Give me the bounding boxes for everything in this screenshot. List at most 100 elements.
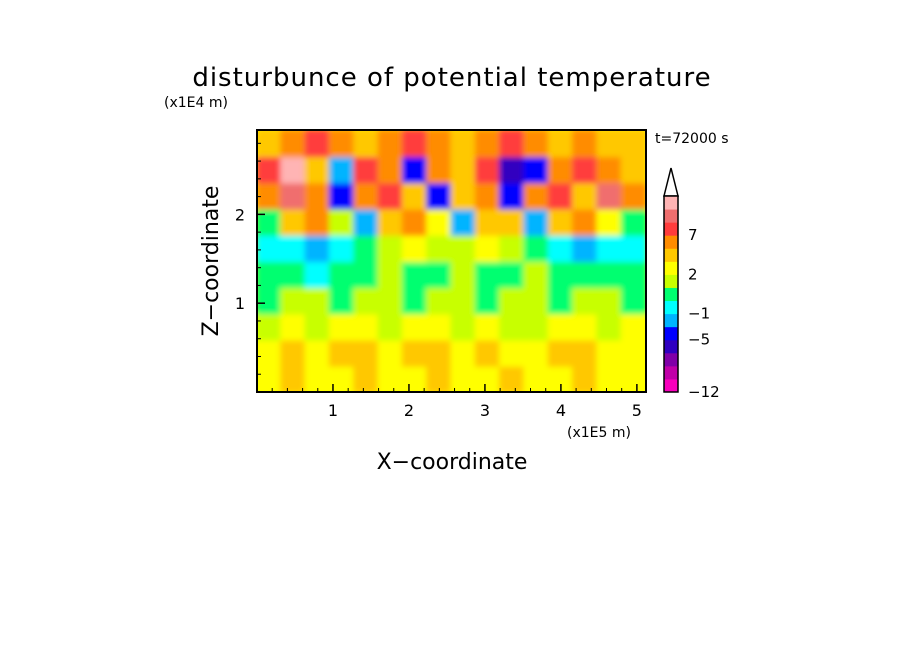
heatmap-cell bbox=[280, 233, 307, 262]
heatmap-cell bbox=[426, 155, 453, 184]
heatmap-cell bbox=[426, 364, 453, 392]
x-axis: 1 2 3 4 5 bbox=[271, 384, 642, 420]
heatmap-cell bbox=[474, 338, 502, 367]
colorbar-label: −1 bbox=[688, 305, 710, 323]
heatmap-cell bbox=[304, 312, 331, 341]
y-scale-label: (x1E4 m) bbox=[164, 95, 228, 111]
heatmap-cell bbox=[280, 260, 307, 289]
colorbar-segment bbox=[664, 313, 678, 328]
colorbar-segment bbox=[664, 222, 678, 236]
heatmap-cell bbox=[401, 338, 429, 367]
heatmap-cell bbox=[328, 338, 356, 367]
y-axis-label: Z−coordinate bbox=[199, 186, 224, 337]
heatmap-cell bbox=[499, 130, 526, 158]
heatmap-cell bbox=[523, 338, 550, 367]
colorbar-segment bbox=[664, 378, 678, 393]
colorbar-segment bbox=[664, 300, 678, 315]
heatmap-cell bbox=[257, 207, 283, 236]
heatmap-cell bbox=[328, 207, 356, 236]
heatmap-cell bbox=[328, 181, 356, 210]
heatmap-cell bbox=[474, 286, 502, 315]
heatmap-cell bbox=[572, 155, 599, 184]
time-label: t=72000 s bbox=[655, 131, 729, 147]
heatmap-cell bbox=[596, 155, 623, 184]
chart-title: disturbunce of potential temperature bbox=[192, 63, 711, 93]
heatmap-cell bbox=[328, 130, 356, 158]
heatmap-cell bbox=[523, 364, 550, 392]
heatmap-cell bbox=[257, 260, 283, 289]
heatmap-cell bbox=[401, 130, 429, 158]
heatmap-cell bbox=[596, 207, 623, 236]
plot-frame bbox=[256, 129, 647, 393]
heatmap-cell bbox=[547, 181, 575, 210]
heatmap-cell bbox=[450, 130, 477, 158]
heatmap-cell bbox=[328, 233, 356, 262]
heatmap-cell bbox=[620, 207, 646, 236]
heatmap-cell bbox=[377, 155, 404, 184]
heatmap-cell bbox=[450, 233, 477, 262]
y-tick-label: 1 bbox=[235, 294, 245, 313]
heatmap-cell bbox=[328, 155, 356, 184]
y-axis: 12 bbox=[235, 142, 265, 375]
heatmap-cell bbox=[280, 207, 307, 236]
heatmap-cell bbox=[377, 338, 404, 367]
heatmap-cell bbox=[426, 260, 453, 289]
heatmap-cell bbox=[401, 233, 429, 262]
heatmap-cell bbox=[401, 207, 429, 236]
heatmap-cell bbox=[474, 260, 502, 289]
heatmap-cell bbox=[620, 233, 646, 262]
heatmap-cell bbox=[353, 233, 380, 262]
plot-area bbox=[257, 130, 646, 392]
heatmap-cell bbox=[280, 312, 307, 341]
heatmap-cell bbox=[620, 155, 646, 184]
heatmap-cells bbox=[257, 130, 646, 392]
heatmap-cell bbox=[523, 233, 550, 262]
heatmap-cell bbox=[596, 364, 623, 392]
heatmap-cell bbox=[499, 155, 526, 184]
heatmap-cell bbox=[499, 286, 526, 315]
heatmap-cell bbox=[328, 312, 356, 341]
heatmap-cell bbox=[620, 364, 646, 392]
heatmap-cell bbox=[474, 207, 502, 236]
heatmap-cell bbox=[499, 338, 526, 367]
heatmap-cell bbox=[547, 260, 575, 289]
heatmap-cell bbox=[353, 260, 380, 289]
heatmap-cell bbox=[257, 233, 283, 262]
heatmap-cell bbox=[474, 155, 502, 184]
heatmap-cell bbox=[257, 286, 283, 315]
heatmap-cell bbox=[328, 260, 356, 289]
heatmap-cell bbox=[620, 286, 646, 315]
heatmap-cell bbox=[426, 207, 453, 236]
heatmap-cell bbox=[328, 286, 356, 315]
heatmap-cell bbox=[523, 181, 550, 210]
heatmap-cell bbox=[523, 130, 550, 158]
colorbar-label: 7 bbox=[688, 226, 698, 244]
heatmap-cell bbox=[596, 338, 623, 367]
colorbar-segment bbox=[664, 287, 678, 302]
heatmap-cell bbox=[596, 130, 623, 158]
heatmap-cell bbox=[377, 207, 404, 236]
colorbar-segment bbox=[664, 352, 678, 367]
heatmap-cell bbox=[280, 286, 307, 315]
heatmap-cell bbox=[401, 155, 429, 184]
heatmap-cell bbox=[353, 207, 380, 236]
heatmap-cell bbox=[304, 260, 331, 289]
x-tick-label: 1 bbox=[328, 401, 338, 420]
colorbar-segment bbox=[664, 326, 678, 341]
heatmap-cell bbox=[426, 286, 453, 315]
colorbar-segment bbox=[664, 196, 678, 210]
heatmap-cell bbox=[450, 207, 477, 236]
heatmap-cell bbox=[401, 312, 429, 341]
heatmap-cell bbox=[280, 155, 307, 184]
y-tick-label: 2 bbox=[235, 205, 245, 224]
heatmap-cell bbox=[304, 207, 331, 236]
colorbar-segment bbox=[664, 235, 678, 249]
heatmap-cell bbox=[523, 155, 550, 184]
heatmap-cell bbox=[572, 181, 599, 210]
heatmap-cell bbox=[377, 260, 404, 289]
heatmap-cell bbox=[257, 364, 283, 392]
heatmap-cell bbox=[280, 181, 307, 210]
heatmap-cell bbox=[596, 312, 623, 341]
heatmap-cell bbox=[304, 338, 331, 367]
